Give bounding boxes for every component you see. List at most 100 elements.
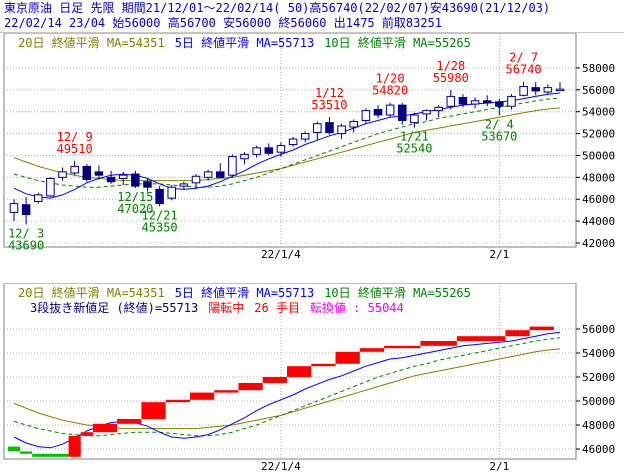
- candle-body: [191, 175, 201, 184]
- break-brick: [117, 419, 142, 424]
- legend-item: 10日 終値平滑 MA=55265: [324, 285, 471, 300]
- break-brick: [189, 392, 215, 400]
- break-brick: [238, 383, 263, 391]
- break-brick: [80, 432, 93, 436]
- y-tick-label: 46000: [582, 443, 615, 456]
- x-tick-label: 22/1/4: [261, 248, 301, 261]
- candle-body: [300, 133, 310, 140]
- candle-body: [495, 101, 504, 107]
- annotation-value: 53510: [311, 98, 347, 112]
- info-item: 陽転中: [208, 300, 244, 315]
- annotation-value: 56740: [506, 63, 542, 77]
- candle-body: [482, 100, 492, 104]
- x-tick-label: 22/1/4: [261, 460, 301, 473]
- candle-body: [458, 96, 468, 105]
- break-brick: [262, 377, 287, 383]
- candle-body: [398, 104, 407, 121]
- break-brick: [384, 345, 421, 349]
- y-tick-label: 48000: [582, 171, 615, 184]
- y-tick-label: 50000: [582, 395, 615, 408]
- break-brick: [92, 423, 118, 433]
- candle-body: [276, 145, 286, 153]
- annotation-value: 52540: [396, 142, 432, 156]
- y-tick-label: 54000: [582, 106, 615, 119]
- annotation-value: 55980: [433, 71, 469, 85]
- annotation-date: 2/ 4: [485, 117, 514, 131]
- candle-body: [58, 171, 67, 178]
- candle-body: [385, 104, 395, 116]
- candle-body: [9, 203, 19, 213]
- break-brick: [359, 348, 385, 352]
- candle-body: [179, 183, 189, 187]
- candle-body: [21, 204, 31, 216]
- candle-body: [70, 165, 79, 174]
- break-brick: [165, 399, 190, 403]
- break-brick: [7, 446, 21, 452]
- candle-body: [434, 106, 443, 112]
- annotation-date: 12/15: [117, 190, 153, 204]
- break-brick: [311, 363, 336, 367]
- y-tick-label: 46000: [582, 193, 615, 206]
- y-tick-label: 54000: [582, 347, 615, 360]
- candle-body: [543, 87, 553, 93]
- x-tick-label: 2/1: [489, 248, 509, 261]
- candle-body: [203, 171, 213, 178]
- candle-body: [288, 138, 298, 146]
- candle-body: [118, 174, 128, 179]
- annotation-date: 12/ 9: [57, 130, 93, 144]
- y-tick-label: 52000: [582, 371, 615, 384]
- candle-body: [507, 95, 516, 107]
- candle-body: [82, 165, 92, 181]
- candle-body: [228, 156, 237, 176]
- break-brick: [335, 351, 360, 364]
- candle-body: [361, 110, 371, 121]
- candle-body: [240, 153, 249, 160]
- candle-body: [325, 122, 334, 133]
- candle-body: [555, 88, 565, 92]
- candle-body: [264, 147, 274, 154]
- candle-body: [34, 194, 43, 202]
- legend-item: 20日 終値平滑 MA=54351: [18, 35, 165, 50]
- legend-item: 10日 終値平滑 MA=55265: [324, 35, 471, 50]
- y-tick-label: 48000: [582, 419, 615, 432]
- candle-body: [531, 87, 540, 92]
- legend-item: 5日 終値平滑 MA=55713: [175, 285, 314, 300]
- info-item: 26 手目: [254, 301, 300, 315]
- header-price-line: 22/02/14 23/04 始56000 高56700 安56000 終560…: [4, 16, 443, 30]
- y-tick-label: 50000: [582, 149, 615, 162]
- candle-body: [143, 181, 152, 188]
- candle-body: [106, 176, 116, 183]
- annotation-date: 12/21: [142, 208, 178, 222]
- break-brick: [32, 453, 69, 457]
- legend-item: 5日 終値平滑 MA=55713: [175, 35, 314, 50]
- candle-body: [313, 123, 322, 133]
- candle-body: [216, 171, 225, 178]
- annotation-date: 1/21: [400, 130, 429, 144]
- annotation-date: 1/20: [376, 72, 405, 86]
- annotation-value: 43690: [8, 239, 44, 253]
- info-item: 転換値 : 55044: [310, 300, 404, 315]
- candle-body: [131, 173, 140, 187]
- candle-body: [94, 171, 104, 176]
- candle-body: [349, 121, 358, 128]
- header-period-line: 東京原油 日足 先限 期間21/12/01～22/02/14( 50)高5674…: [4, 1, 551, 15]
- candle-body: [373, 109, 383, 116]
- candlestick-chart: 42000 44000 46000 48000 50000 52000 54000 56000…: [3, 33, 615, 261]
- break-brick: [20, 451, 33, 454]
- annotation-value: 53670: [481, 129, 517, 143]
- break-brick: [68, 435, 81, 457]
- annotation-value: 47020: [117, 202, 153, 216]
- info-item: 3段抜き新値足 (終値)=55713: [30, 300, 198, 315]
- series-line-ma10: [13, 337, 561, 437]
- candle-body: [337, 125, 346, 135]
- x-tick-label: 2/1: [489, 460, 509, 473]
- candle-body: [252, 147, 261, 155]
- y-tick-label: 56000: [582, 84, 615, 97]
- break-brick: [141, 402, 166, 419]
- break-brick: [456, 336, 506, 341]
- legend-item: 20日 終値平滑 MA=54351: [18, 285, 165, 300]
- series-line-ma20: [13, 107, 561, 182]
- annotation-value: 49510: [57, 142, 93, 156]
- y-tick-label: 44000: [582, 215, 615, 228]
- break-brick: [287, 366, 312, 377]
